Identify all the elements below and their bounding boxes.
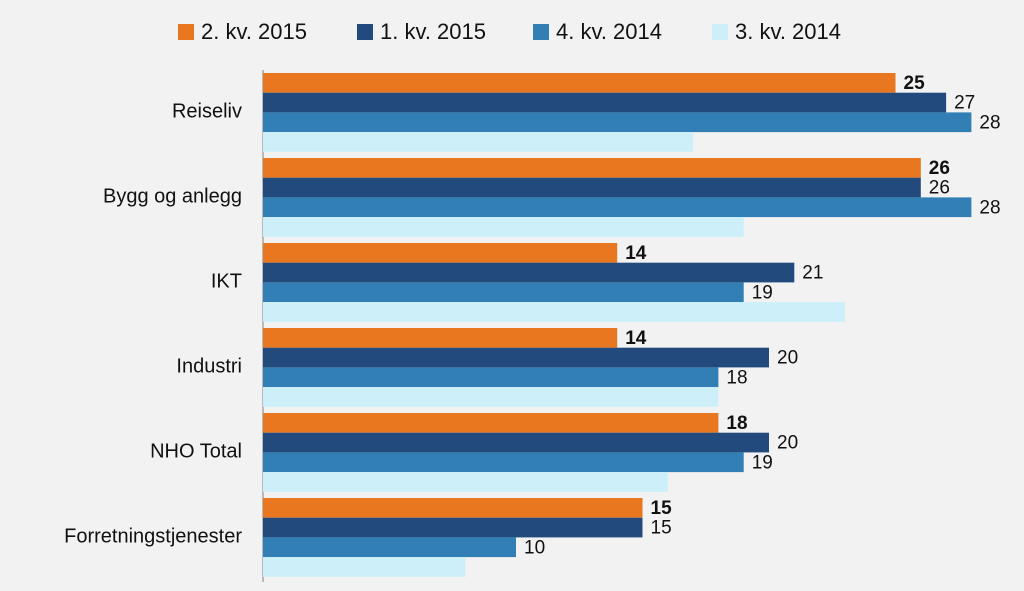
bar <box>263 432 769 453</box>
bar <box>263 387 719 407</box>
value-label: 18 <box>726 413 747 434</box>
value-label: 15 <box>651 518 672 539</box>
value-label: 27 <box>954 93 975 114</box>
bar <box>263 472 668 492</box>
value-label: 20 <box>777 433 798 454</box>
value-label: 26 <box>929 158 950 179</box>
bar <box>263 328 618 348</box>
legend-swatch <box>357 24 373 40</box>
bar <box>263 413 719 433</box>
value-label: 26 <box>929 178 950 199</box>
category-label: Bygg og anlegg <box>103 186 242 208</box>
bar <box>263 517 643 538</box>
value-label: 28 <box>979 197 1000 218</box>
bar <box>263 132 694 152</box>
bar <box>263 367 719 388</box>
bar <box>263 158 921 178</box>
category-label: Reiseliv <box>172 101 242 123</box>
bar <box>263 177 921 198</box>
value-label: 18 <box>726 367 747 388</box>
legend-label: 3. kv. 2014 <box>735 19 841 44</box>
value-label: 25 <box>904 73 926 94</box>
bar <box>263 498 643 518</box>
bar <box>263 537 516 558</box>
bar <box>263 243 618 263</box>
category-label: IKT <box>211 271 242 293</box>
legend-label: 2. kv. 2015 <box>201 19 307 44</box>
value-label: 21 <box>802 263 823 284</box>
legend-swatch <box>712 24 728 40</box>
bar <box>263 262 795 283</box>
value-label: 10 <box>524 537 545 558</box>
category-label: Industri <box>176 356 242 378</box>
value-label: 15 <box>651 498 673 519</box>
bar <box>263 557 466 577</box>
bar <box>263 112 972 133</box>
value-label: 19 <box>752 282 773 303</box>
bar <box>263 282 744 303</box>
legend-swatch <box>178 24 194 40</box>
category-label: NHO Total <box>150 441 242 463</box>
bar <box>263 452 744 473</box>
bar <box>263 197 972 218</box>
bar <box>263 302 845 322</box>
value-label: 14 <box>625 243 647 264</box>
category-label: Forretningstjenester <box>64 526 242 548</box>
bar <box>263 347 769 368</box>
bar <box>263 73 896 93</box>
legend-label: 1. kv. 2015 <box>380 19 486 44</box>
value-label: 28 <box>979 112 1000 133</box>
bar <box>263 92 947 113</box>
legend-swatch <box>533 24 549 40</box>
value-label: 14 <box>625 328 647 349</box>
legend-label: 4. kv. 2014 <box>556 19 662 44</box>
value-label: 19 <box>752 452 773 473</box>
value-label: 20 <box>777 348 798 369</box>
bar <box>263 217 744 237</box>
